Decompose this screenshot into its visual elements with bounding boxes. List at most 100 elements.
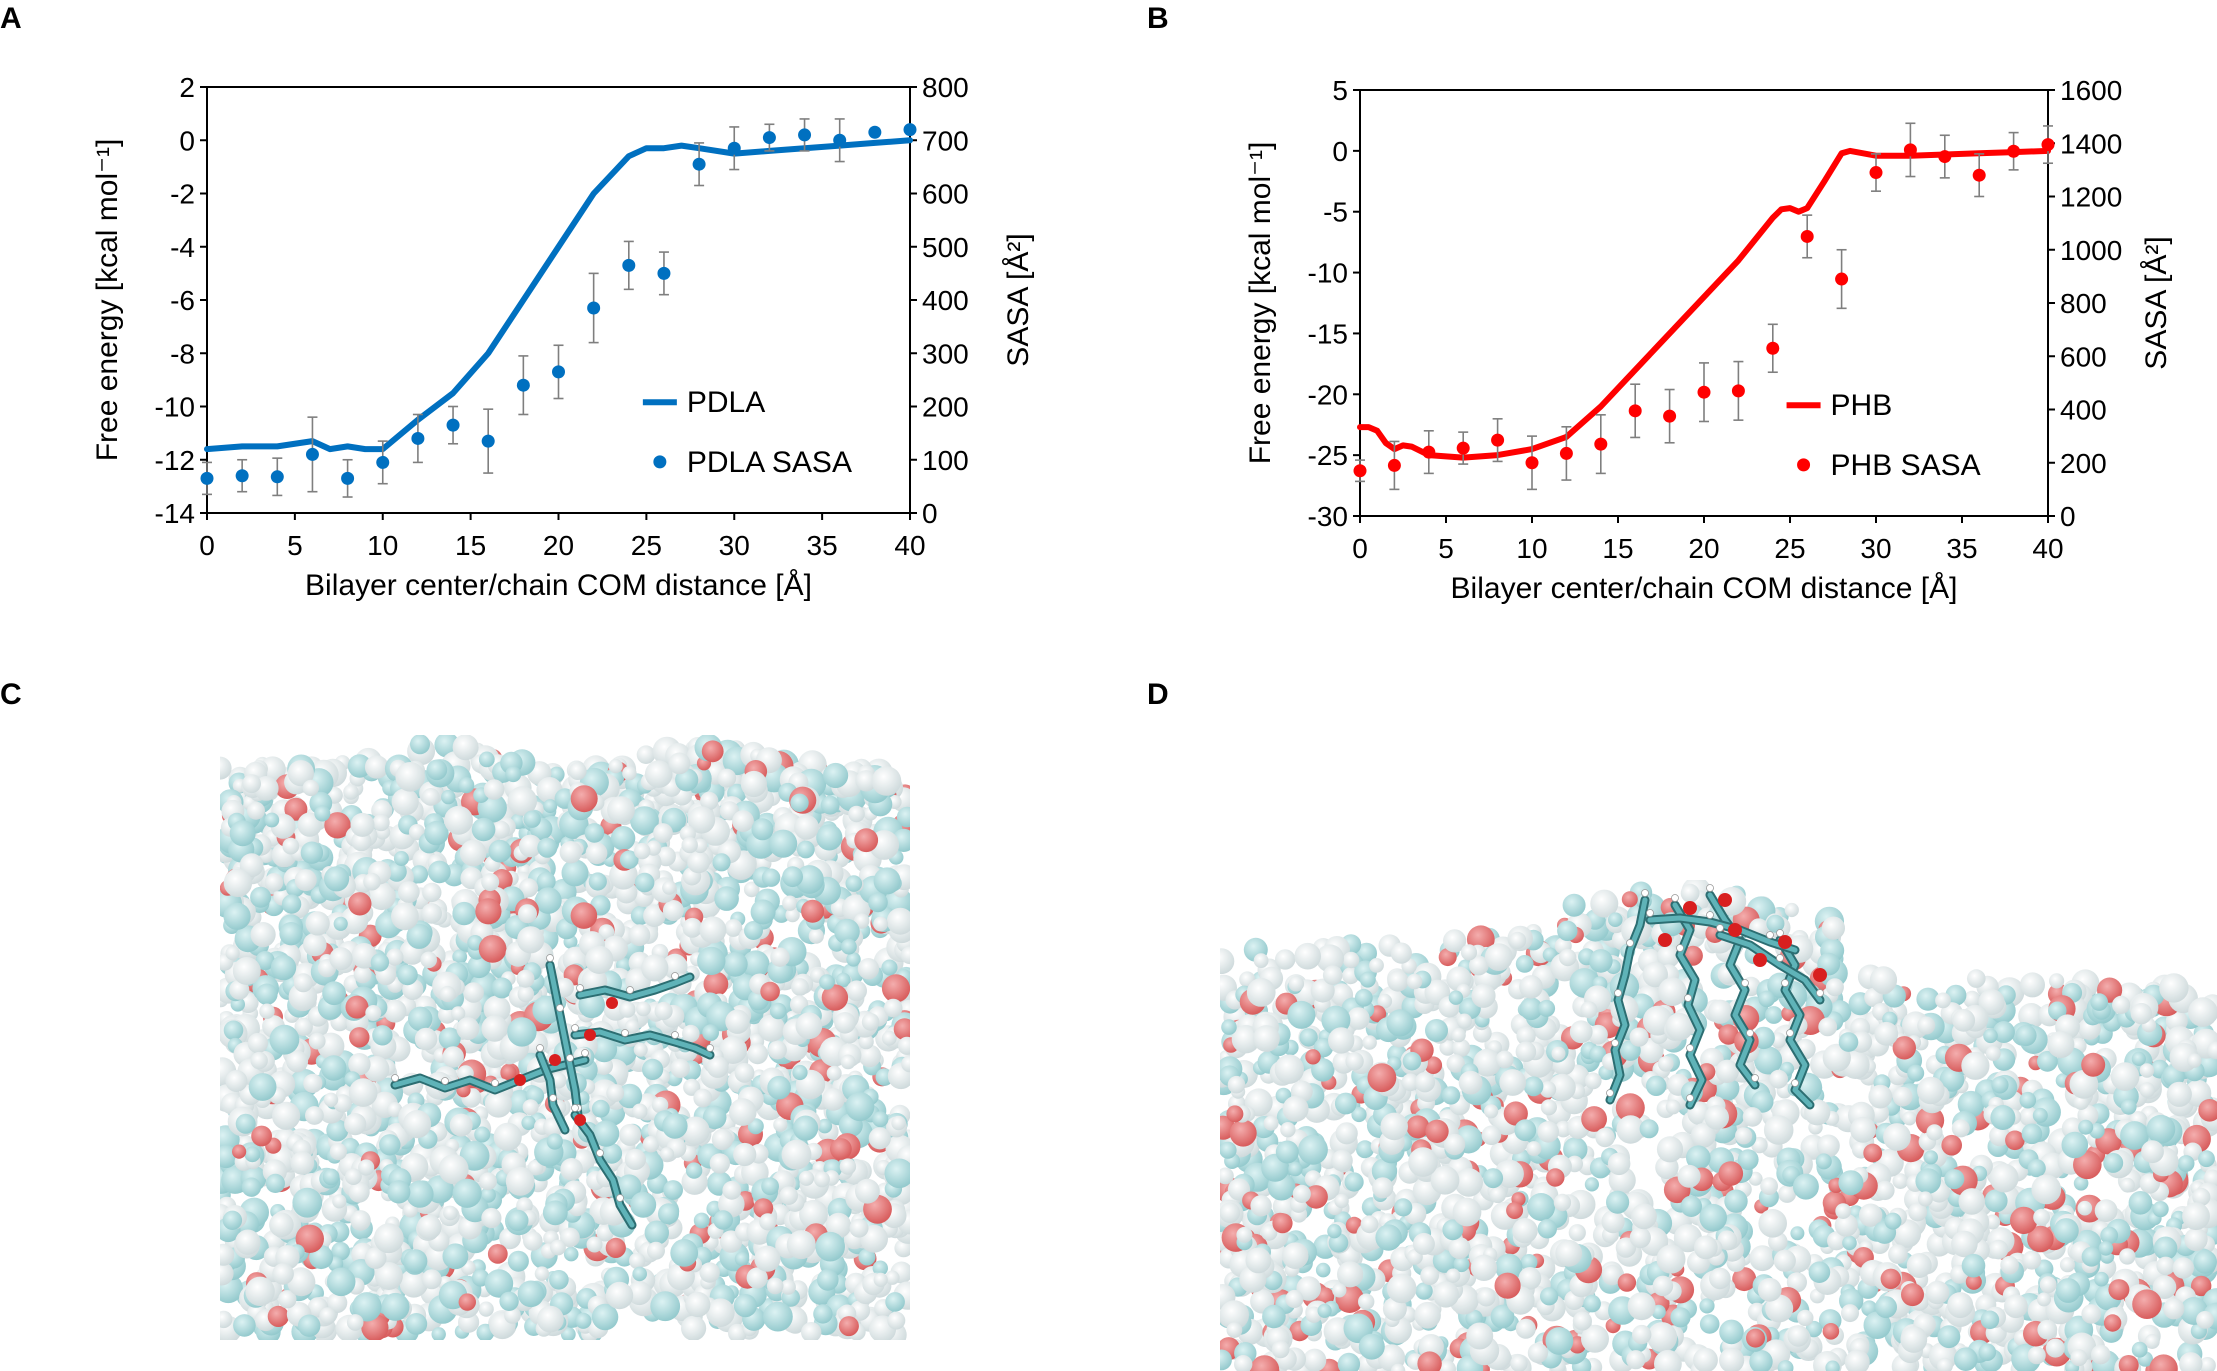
x-tick-label: 10 [367, 530, 398, 561]
data-point [622, 258, 636, 272]
x-tick-label: 25 [631, 530, 662, 561]
y2-tick-label: 700 [922, 125, 969, 156]
polymer-chain [1645, 909, 1800, 955]
y2-tick-label: 800 [922, 72, 969, 103]
polymer-chain [390, 1049, 590, 1095]
membrane-atoms [1220, 880, 2217, 1371]
y-tick-label: -25 [1308, 440, 1348, 471]
y-tick-label: 2 [179, 72, 195, 103]
data-point [1628, 404, 1642, 418]
x-axis-title: Bilayer center/chain COM distance [Å] [1451, 572, 1958, 605]
y2-tick-label: 400 [2060, 395, 2107, 426]
data-point [1525, 456, 1539, 470]
panel-label-b: B [1147, 2, 1169, 35]
x-tick-label: 35 [807, 530, 838, 561]
x-tick-label: 0 [199, 530, 215, 561]
y2-tick-label: 800 [2060, 288, 2107, 319]
data-point [376, 455, 390, 469]
y-tick-label: -6 [170, 285, 195, 316]
data-point [727, 141, 741, 155]
y-tick-label: -2 [170, 179, 195, 210]
x-tick-label: 30 [719, 530, 750, 561]
oxygen-atom [1683, 901, 1697, 915]
y2-tick-label: 400 [922, 285, 969, 316]
polymer-chain [1605, 889, 1650, 1105]
y-tick-label: 5 [1332, 75, 1348, 106]
y-tick-label: -5 [1323, 197, 1348, 228]
y-tick-label: 0 [179, 125, 195, 156]
data-point [1731, 384, 1745, 398]
panel-label-a: A [0, 2, 22, 35]
y-tick-label: -12 [155, 445, 195, 476]
x-axis-title: Bilayer center/chain COM distance [Å] [305, 569, 812, 602]
chart-a: 0 5 10 15 20 25 30 35 4020-2-4-6-8-10-12-1480070… [91, 72, 1035, 602]
x-tick-label: 15 [455, 530, 486, 561]
series-line-pdla [204, 137, 913, 453]
oxygen-atom [1813, 968, 1827, 982]
y2-tick-label: 1200 [2060, 182, 2122, 213]
x-tick-label: 5 [287, 530, 303, 561]
polymer-chain [1715, 924, 1825, 1005]
x-tick-label: 30 [1860, 533, 1891, 564]
y2-tick-label: 500 [922, 232, 969, 263]
y2-tick-label: 1000 [2060, 235, 2122, 266]
oxygen-atom [1718, 893, 1732, 907]
chart-b: 0 5 10 15 20 25 30 35 40 5 0 -5 -10 -15 -20 -25 -30 1600 1… [1244, 75, 2173, 605]
x-tick-label: 15 [1602, 533, 1633, 564]
data-point [798, 128, 812, 142]
panel-label-d: D [1147, 678, 1169, 711]
data-point [235, 469, 249, 483]
y-tick-label: -15 [1308, 318, 1348, 349]
y-tick-label: -14 [155, 498, 195, 529]
data-point [1422, 445, 1436, 459]
oxygen-atom [606, 997, 618, 1009]
x-tick-label: 20 [1688, 533, 1719, 564]
y2-tick-label: 200 [2060, 448, 2107, 479]
data-point [552, 365, 565, 379]
data-point [762, 131, 776, 145]
y-tick-label: -20 [1308, 379, 1348, 410]
data-point [657, 266, 671, 280]
x-tick-label: 10 [1516, 533, 1547, 564]
data-point [1697, 385, 1711, 399]
y2-axis-title: SASA [Å²] [2140, 236, 2173, 369]
y2-tick-label: 300 [922, 338, 969, 369]
data-point [868, 125, 882, 139]
data-point [305, 447, 319, 461]
data-point [1903, 143, 1917, 157]
data-point [1972, 168, 1986, 182]
data-point [516, 378, 530, 392]
oxygen-atom [584, 1029, 596, 1041]
membrane-render-c [220, 735, 910, 1340]
data-point [1869, 166, 1883, 180]
oxygen-atom [1778, 935, 1792, 949]
oxygen-atom [514, 1074, 526, 1086]
data-point [2007, 144, 2021, 158]
data-point [1456, 441, 1470, 455]
y2-tick-label: 600 [922, 179, 969, 210]
oxygen-atom [1753, 953, 1767, 967]
data-point [1800, 229, 1814, 243]
y-tick-label: 0 [1332, 136, 1348, 167]
data-point [1766, 341, 1780, 355]
data-point [833, 133, 847, 147]
data-point [1353, 464, 1367, 478]
y-axis-title: Free energy [kcal mol⁻¹] [91, 139, 124, 462]
y-tick-label: -8 [170, 338, 195, 369]
polymer-chain [545, 954, 583, 1120]
legend-label-line: PDLA [687, 386, 765, 419]
y2-tick-label: 0 [922, 498, 938, 529]
data-point [2041, 138, 2055, 152]
legend-swatch-scatter [653, 455, 667, 469]
y-tick-label: -30 [1308, 501, 1348, 532]
data-point [481, 434, 495, 448]
polymer-chain [575, 972, 695, 1002]
x-tick-label: 40 [2032, 533, 2063, 564]
x-tick-label: 25 [1774, 533, 1805, 564]
panel-label-c: C [0, 678, 22, 711]
x-tick-label: 5 [1438, 533, 1454, 564]
y2-tick-label: 1400 [2060, 128, 2122, 159]
membrane-atoms [220, 735, 910, 1340]
polymer-chain [535, 1044, 570, 1135]
data-point [1559, 446, 1573, 460]
